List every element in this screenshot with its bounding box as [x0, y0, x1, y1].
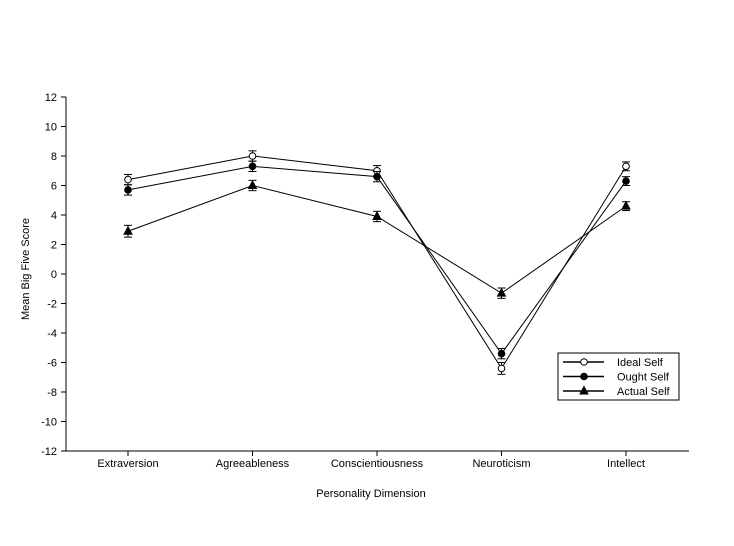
series-layer	[123, 150, 631, 375]
y-axis-title: Mean Big Five Score	[20, 218, 32, 320]
x-ticks: Extraversion Agreeableness Conscientiousne…	[97, 451, 645, 470]
data-point	[373, 172, 381, 181]
series-ought-self	[124, 160, 630, 360]
x-tick-label: Neuroticism	[472, 458, 530, 470]
y-ticks: 12 10 8 6 4 2 0 -2 -4 -6 -8 -10 -12	[41, 92, 66, 458]
series-ideal-self	[124, 150, 630, 375]
y-tick-label: -10	[41, 417, 57, 429]
x-axis-title: Personality Dimension	[316, 488, 425, 500]
x-tick-label: Extraversion	[97, 458, 158, 470]
y-tick-label: 2	[51, 240, 57, 252]
y-tick-label: 10	[45, 122, 57, 134]
series-line	[127, 155, 627, 370]
legend-label: Ideal Self	[617, 357, 664, 369]
data-point	[622, 162, 630, 171]
y-tick-label: 0	[51, 269, 57, 281]
legend-label: Ought Self	[617, 372, 670, 384]
y-tick-label: 6	[51, 181, 57, 193]
data-point	[497, 349, 506, 358]
y-tick-label: 4	[51, 210, 57, 222]
data-point	[248, 152, 257, 160]
legend-marker	[579, 385, 589, 395]
y-tick-label: -8	[47, 387, 57, 399]
series-line	[127, 165, 627, 355]
x-tick-label: Conscientiousness	[331, 458, 424, 470]
data-point	[248, 162, 257, 171]
y-tick-label: 8	[51, 151, 57, 163]
data-point	[123, 225, 133, 235]
data-point	[247, 179, 258, 189]
plot-area: 12 10 8 6 4 2 0 -2 -4 -6 -8 -10 -12 Extraversion Agre…	[41, 92, 689, 470]
legend-entries: Ideal Self Ought Self Actual Self	[563, 357, 671, 398]
data-point	[622, 177, 630, 185]
series-actual-self	[123, 179, 631, 299]
data-point	[124, 186, 132, 194]
legend-marker	[580, 372, 588, 381]
data-point	[621, 200, 631, 210]
y-tick-label: -6	[47, 358, 57, 370]
y-tick-label: 12	[45, 92, 57, 104]
y-tick-label: -4	[47, 328, 57, 340]
data-point	[124, 175, 132, 184]
y-tick-label: -12	[41, 446, 57, 458]
series-line	[127, 184, 627, 294]
data-point	[372, 210, 382, 220]
legend: Ideal Self Ought Self Actual Self	[557, 352, 680, 401]
y-tick-label: -2	[47, 299, 57, 311]
legend-marker	[580, 358, 588, 366]
x-tick-label: Intellect	[607, 458, 645, 470]
legend-label: Actual Self	[617, 386, 671, 398]
x-tick-label: Agreeableness	[216, 458, 290, 470]
data-point	[496, 287, 507, 297]
data-point	[497, 364, 506, 373]
